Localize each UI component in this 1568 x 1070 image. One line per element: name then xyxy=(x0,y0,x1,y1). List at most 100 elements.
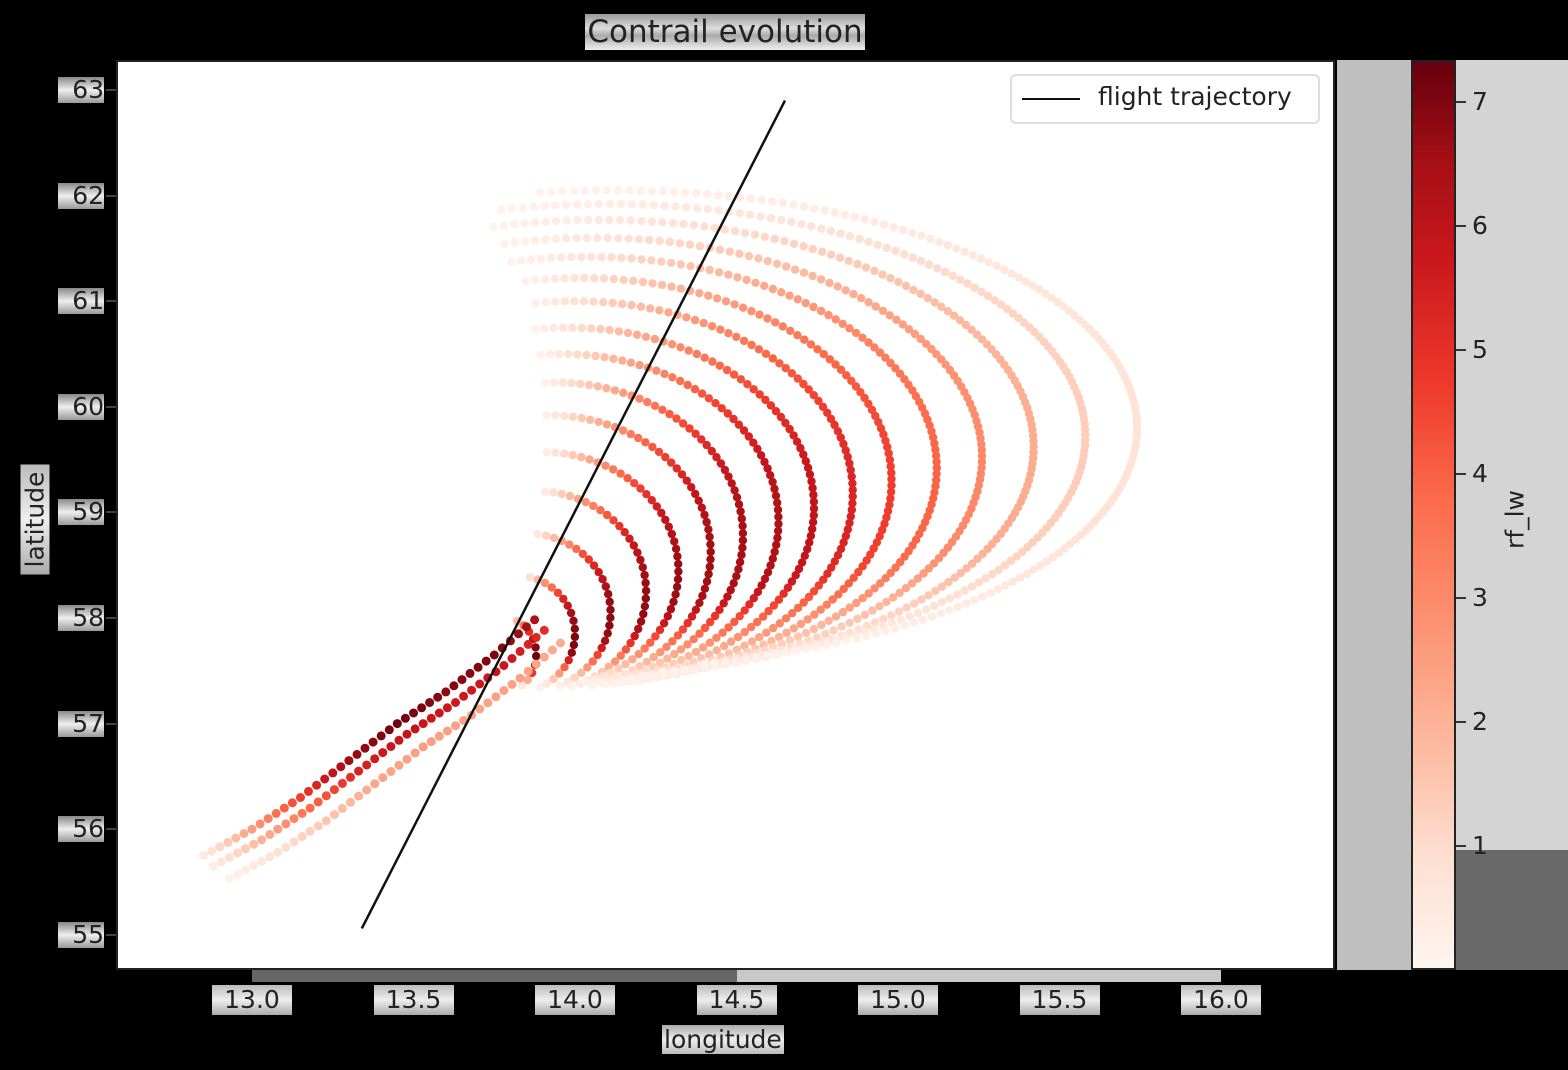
scatter-point xyxy=(507,257,516,267)
scatter-point xyxy=(768,477,777,487)
scatter-point xyxy=(882,513,891,522)
scatter-point xyxy=(812,633,822,642)
scatter-point xyxy=(945,594,954,603)
scatter-point xyxy=(569,186,578,196)
scatter-point xyxy=(634,649,643,659)
scatter-point xyxy=(555,681,565,690)
scatter-point xyxy=(507,654,517,663)
scatter-point xyxy=(944,578,953,587)
scatter-point xyxy=(738,521,747,531)
scatter-point xyxy=(1008,577,1017,586)
scatter-point xyxy=(604,589,613,599)
scatter-point xyxy=(621,645,631,654)
scatter-point xyxy=(747,306,756,316)
scatter-point xyxy=(695,289,704,298)
scatter-point xyxy=(902,603,911,612)
scatter-point xyxy=(720,225,729,234)
scatter-point xyxy=(676,260,686,269)
scatter-point xyxy=(827,563,836,572)
scatter-point xyxy=(551,201,560,210)
scatter-point xyxy=(536,254,546,263)
scatter-point xyxy=(320,774,330,784)
scatter-point xyxy=(825,278,834,288)
scatter-point xyxy=(231,833,241,843)
scatter-point xyxy=(860,610,870,619)
scatter-point xyxy=(273,847,283,857)
scatter-point xyxy=(573,350,582,359)
scatter-point xyxy=(884,449,893,458)
scatter-point xyxy=(523,639,533,649)
scatter-point xyxy=(880,519,889,528)
scatter-point xyxy=(655,306,664,315)
scatter-point xyxy=(768,197,777,206)
scatter-point xyxy=(532,651,541,661)
scatter-point xyxy=(970,283,979,292)
scatter-point xyxy=(223,837,233,847)
scatter-point xyxy=(747,637,757,646)
scatter-point xyxy=(584,555,593,564)
scatter-point xyxy=(586,415,595,424)
scatter-point xyxy=(809,587,819,596)
scatter-point xyxy=(705,562,714,571)
scatter-point xyxy=(665,409,674,419)
scatter-point xyxy=(734,500,744,509)
scatter-point xyxy=(678,625,688,634)
scatter-point xyxy=(905,612,914,621)
scatter-point xyxy=(673,552,682,561)
scatter-point xyxy=(705,638,715,647)
scatter-point xyxy=(715,361,724,370)
x-tick-label: 13.0 xyxy=(212,985,292,1015)
scatter-point xyxy=(1048,553,1057,562)
scatter-point xyxy=(713,294,722,303)
scatter-point xyxy=(730,226,740,236)
scatter-point xyxy=(722,365,732,375)
scatter-point xyxy=(507,679,517,689)
scatter-point xyxy=(785,424,794,434)
scatter-point xyxy=(605,199,615,209)
scatter-point xyxy=(831,360,840,369)
y-tick-mark xyxy=(106,511,116,514)
scatter-point xyxy=(540,201,549,211)
scatter-point xyxy=(418,719,428,729)
scatter-point xyxy=(597,643,606,653)
scatter-point xyxy=(660,201,669,210)
scatter-point xyxy=(774,595,784,604)
scatter-point xyxy=(536,350,546,359)
scatter-point xyxy=(1003,304,1012,314)
scatter-point xyxy=(868,606,877,615)
scatter-point xyxy=(305,803,315,813)
scatter-point xyxy=(817,247,827,256)
scatter-point xyxy=(977,463,986,472)
scatter-point xyxy=(410,724,420,734)
scatter-point xyxy=(808,244,817,254)
scatter-point xyxy=(378,773,388,783)
scatter-point xyxy=(674,567,683,576)
colorbar-tick-area-lower xyxy=(1456,850,1568,970)
scatter-point xyxy=(514,629,523,639)
scatter-point xyxy=(659,619,669,628)
scatter-point xyxy=(737,514,746,523)
scatter-point xyxy=(400,713,410,723)
scatter-point xyxy=(847,472,856,481)
scatter-point xyxy=(656,648,665,657)
scatter-point xyxy=(426,713,436,723)
scatter-point xyxy=(775,619,784,628)
scatter-point xyxy=(562,200,571,210)
scatter-point xyxy=(901,281,911,291)
scatter-point xyxy=(370,754,380,764)
scatter-point xyxy=(730,300,739,309)
scatter-point xyxy=(573,216,582,225)
scatter-point xyxy=(558,378,567,387)
scatter-point xyxy=(885,500,894,509)
scatter-point xyxy=(838,319,847,328)
scatter-point xyxy=(281,819,291,829)
scatter-point xyxy=(855,234,864,244)
scatter-point xyxy=(489,650,499,660)
scatter-point xyxy=(600,353,609,362)
scatter-point xyxy=(804,592,814,602)
scatter-point xyxy=(780,237,789,246)
scatter-point xyxy=(547,187,556,197)
scatter-point xyxy=(541,298,550,307)
scatter-point xyxy=(918,615,928,624)
scatter-point xyxy=(850,212,860,222)
